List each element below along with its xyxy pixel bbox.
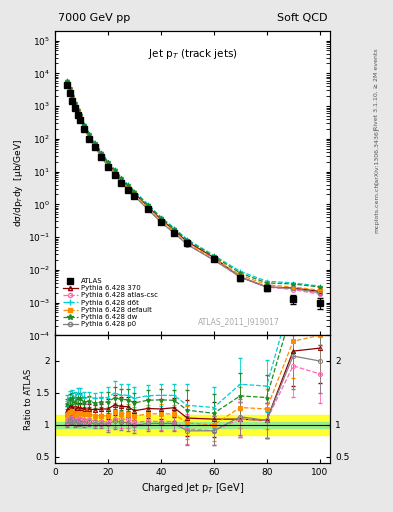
Y-axis label: dσ/dp$_{T}$dy  [μb/GeV]: dσ/dp$_{T}$dy [μb/GeV] <box>12 139 25 227</box>
Legend: ATLAS, Pythia 6.428 370, Pythia 6.428 atlas-csc, Pythia 6.428 d6t, Pythia 6.428 : ATLAS, Pythia 6.428 370, Pythia 6.428 at… <box>61 276 159 329</box>
Text: mcplots.cern.ch: mcplots.cern.ch <box>374 182 379 232</box>
Text: 7000 GeV pp: 7000 GeV pp <box>58 13 130 23</box>
X-axis label: Charged Jet p$_T$ [GeV]: Charged Jet p$_T$ [GeV] <box>141 481 244 496</box>
Text: Jet p$_T$ (track jets): Jet p$_T$ (track jets) <box>148 48 237 61</box>
Text: [arXiv:1306.3436]: [arXiv:1306.3436] <box>374 128 379 184</box>
Text: Rivet 3.1.10, ≥ 2M events: Rivet 3.1.10, ≥ 2M events <box>374 49 379 131</box>
Text: ATLAS_2011_I919017: ATLAS_2011_I919017 <box>198 317 280 326</box>
Y-axis label: Ratio to ATLAS: Ratio to ATLAS <box>24 369 33 430</box>
Text: Soft QCD: Soft QCD <box>277 13 327 23</box>
